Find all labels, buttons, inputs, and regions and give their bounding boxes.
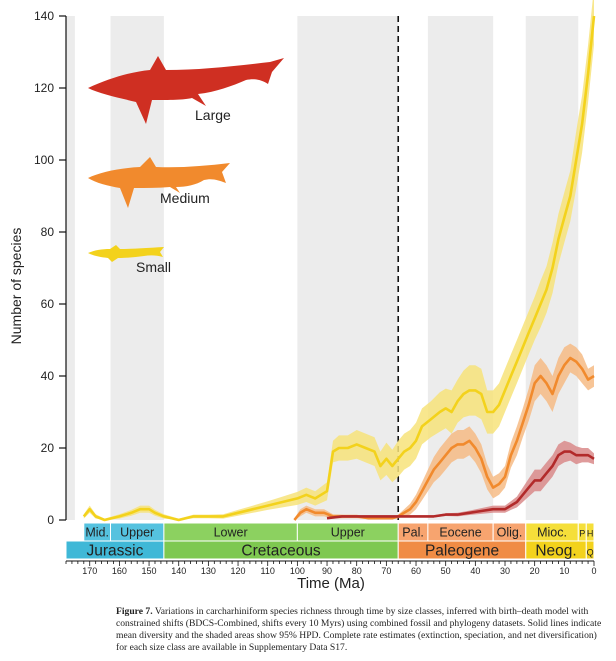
epoch-label-7: Mioc. <box>537 526 567 540</box>
epoch-label-6: Olig. <box>497 526 523 540</box>
x-tick-label-160: 160 <box>112 566 127 576</box>
x-tick-label-30: 30 <box>500 566 510 576</box>
x-tick-label-110: 110 <box>261 566 275 576</box>
line-large <box>326 450 595 520</box>
mean-diversity-lines <box>82 15 596 522</box>
y-axis-label: Number of species <box>8 228 24 345</box>
x-tick-label-120: 120 <box>231 566 246 576</box>
epoch-label-1: Upper <box>120 526 154 540</box>
y-axis: 0 20 40 60 80 100 120 140 <box>34 9 67 527</box>
shark-label-large: Large <box>195 107 231 123</box>
caption-text: Variations in carcharhiniform species ri… <box>116 606 602 653</box>
x-tick-label-130: 130 <box>201 566 216 576</box>
period-label-2: Paleogene <box>425 543 499 560</box>
shaded-band-0 <box>66 16 75 520</box>
x-tick-label-70: 70 <box>381 566 391 576</box>
x-tick-label-170: 170 <box>82 566 97 576</box>
x-tick-label-90: 90 <box>322 566 332 576</box>
epoch-label-2: Lower <box>214 526 248 540</box>
y-tick-label-0: 0 <box>47 513 54 527</box>
y-tick-label-140: 140 <box>34 9 54 23</box>
y-tick-label-120: 120 <box>34 81 54 95</box>
large-shark-icon <box>88 56 284 124</box>
x-tick-label-150: 150 <box>142 566 157 576</box>
y-tick-label-20: 20 <box>41 441 55 455</box>
x-axis-label: Time (Ma) <box>297 575 365 592</box>
shark-label-medium: Medium <box>160 190 210 206</box>
period-label-4: Q <box>587 548 594 558</box>
caption-figure-label: Figure 7. <box>116 606 153 617</box>
period-label-0: Jurassic <box>87 543 144 560</box>
line-small <box>82 15 596 522</box>
y-tick-label-60: 60 <box>41 297 55 311</box>
epoch-label-0: Mid. <box>85 526 109 540</box>
epoch-label-8: P <box>579 529 585 539</box>
geologic-timescale: Mid. Upper Lower Upper Pal. Eocene Olig. Mioc. P… <box>65 522 595 560</box>
epoch-label-9: H <box>587 529 594 539</box>
y-tick-label-40: 40 <box>41 369 55 383</box>
y-tick-label-80: 80 <box>41 225 55 239</box>
x-tick-label-0: 0 <box>591 566 596 576</box>
figure-caption: Figure 7. Variations in carcharhiniform … <box>116 606 604 654</box>
x-tick-label-140: 140 <box>171 566 186 576</box>
x-tick-label-10: 10 <box>559 566 569 576</box>
x-tick-label-100: 100 <box>290 566 305 576</box>
shark-label-small: Small <box>136 259 171 275</box>
period-label-3: Neog. <box>535 543 576 560</box>
x-tick-label-40: 40 <box>470 566 480 576</box>
period-4 <box>585 540 595 560</box>
medium-shark-icon <box>88 157 230 208</box>
period-label-1: Cretaceous <box>241 543 321 560</box>
x-tick-label-80: 80 <box>352 566 362 576</box>
epoch-label-5: Eocene <box>439 526 481 540</box>
epoch-label-3: Upper <box>331 526 365 540</box>
y-tick-label-100: 100 <box>34 153 54 167</box>
small-shark-icon <box>88 245 164 262</box>
x-tick-label-20: 20 <box>530 566 540 576</box>
x-tick-label-60: 60 <box>411 566 421 576</box>
x-tick-label-50: 50 <box>441 566 451 576</box>
epoch-label-4: Pal. <box>402 526 424 540</box>
band-small <box>83 0 594 520</box>
band-medium <box>294 343 594 520</box>
x-axis: 170 160 150 140 130 120 110 100 90 80 70 60 50 40 30 20… <box>65 560 597 576</box>
